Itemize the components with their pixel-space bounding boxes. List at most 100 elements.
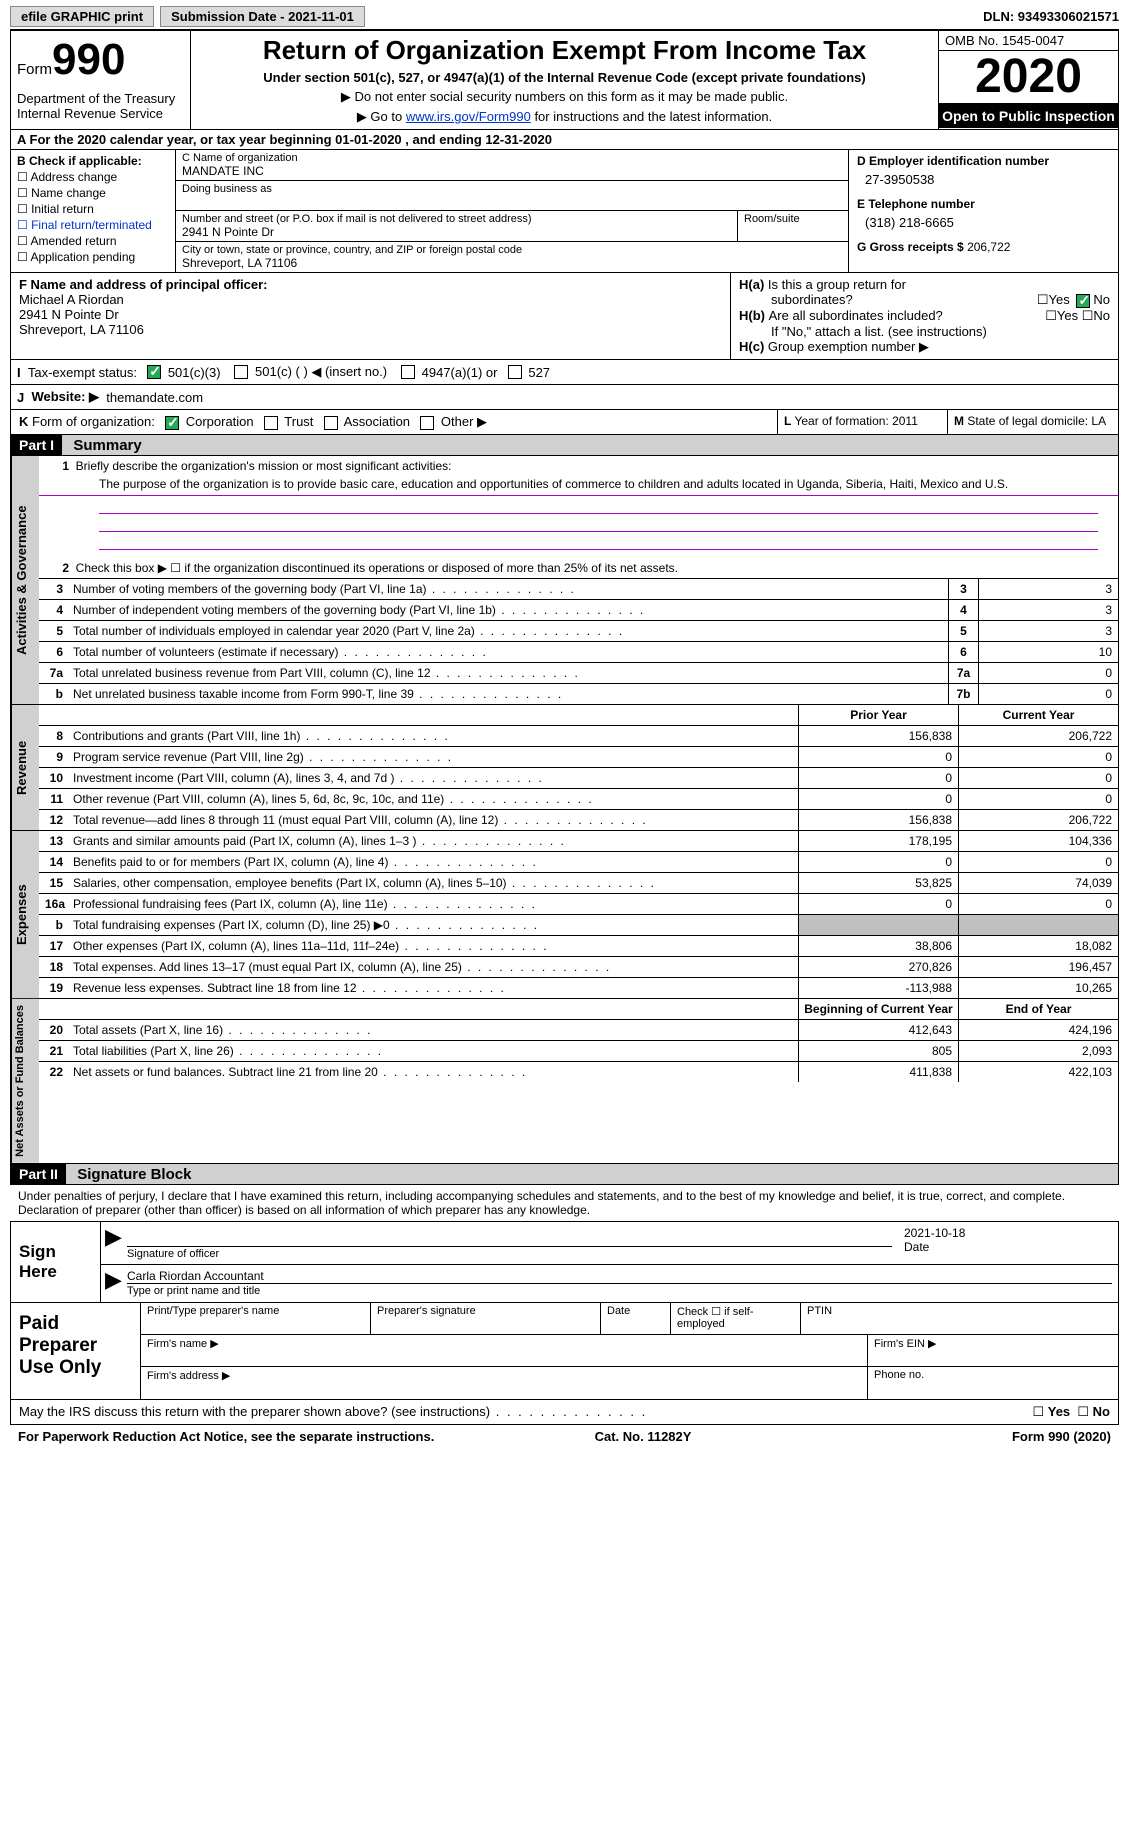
irs-link[interactable]: www.irs.gov/Form990: [406, 109, 531, 124]
d-text: Total expenses. Add lines 13–17 (must eq…: [69, 957, 798, 977]
form-990-page: efile GRAPHIC print Submission Date - 20…: [0, 0, 1129, 1454]
ha-yesno[interactable]: ☐Yes No: [1037, 292, 1110, 308]
d-prior: 38,806: [798, 936, 958, 956]
block-d: D Employer identification number 27-3950…: [848, 150, 1118, 272]
data-line-8: 8 Contributions and grants (Part VIII, l…: [39, 726, 1118, 747]
k-other-checkbox[interactable]: [420, 416, 434, 430]
d-prior: 156,838: [798, 810, 958, 830]
cb-initial-return[interactable]: Initial return: [17, 202, 169, 216]
prep-selfemp-label: Check ☐ if self-employed: [671, 1303, 801, 1334]
d-text: Total liabilities (Part X, line 26): [69, 1041, 798, 1061]
gross-value: 206,722: [967, 240, 1010, 254]
k-assoc-checkbox[interactable]: [324, 416, 338, 430]
paperwork-notice: For Paperwork Reduction Act Notice, see …: [18, 1429, 434, 1444]
ein-value: 27-3950538: [865, 172, 1110, 187]
sign-here-block: Sign Here ▶ Signature of officer 2021-10…: [10, 1222, 1119, 1303]
mission-blank-3: [99, 532, 1098, 550]
tax-status-row: I Tax-exempt status: 501(c)(3) 501(c) ( …: [10, 360, 1119, 385]
k-trust-checkbox[interactable]: [264, 416, 278, 430]
dba-row: Doing business as: [176, 181, 848, 211]
city-label: City or town, state or province, country…: [182, 244, 842, 256]
gov-num: 3: [39, 579, 69, 599]
officer-signature-field[interactable]: Signature of officer: [121, 1224, 898, 1262]
gross-label: G Gross receipts $: [857, 240, 964, 254]
irs-discuss-yesno[interactable]: ☐ Yes ☐ No: [1032, 1404, 1110, 1420]
d-prior: 0: [798, 852, 958, 872]
goto-post: for instructions and the latest informat…: [531, 109, 772, 124]
prep-row-2: Firm's name ▶ Firm's EIN ▶: [141, 1335, 1118, 1367]
d-num: 11: [39, 789, 69, 809]
4947-checkbox[interactable]: [401, 365, 415, 379]
gov-val: 3: [978, 579, 1118, 599]
hb-yesno[interactable]: ☐Yes ☐No: [1045, 308, 1110, 324]
status-label: Tax-exempt status:: [28, 365, 137, 380]
d-num: 8: [39, 726, 69, 746]
part1-title: Summary: [65, 437, 141, 454]
goto-note: ▶ Go to www.irs.gov/Form990 for instruct…: [199, 109, 930, 125]
d-text: Contributions and grants (Part VIII, lin…: [69, 726, 798, 746]
cat-number: Cat. No. 11282Y: [595, 1429, 692, 1444]
gov-box: 4: [948, 600, 978, 620]
mission-blank-2: [99, 514, 1098, 532]
527-checkbox[interactable]: [508, 365, 522, 379]
firm-addr-label: Firm's address ▶: [141, 1367, 868, 1399]
sig-date-value: 2021-10-18: [904, 1226, 1112, 1240]
gov-text: Total unrelated business revenue from Pa…: [69, 663, 948, 683]
netassets-header: Beginning of Current Year End of Year: [39, 999, 1118, 1020]
d-num: 12: [39, 810, 69, 830]
k-other: Other ▶: [441, 414, 487, 429]
data-line-15: 15 Salaries, other compensation, employe…: [39, 873, 1118, 894]
goto-pre: Go to: [370, 109, 405, 124]
cb-amended-return[interactable]: Amended return: [17, 234, 169, 248]
d-current: 10,265: [958, 978, 1118, 998]
opt-501c: 501(c) ( ) ◀ (insert no.): [255, 364, 387, 380]
website-row: J Website: ▶ themandate.com: [10, 385, 1119, 410]
room-suite-label: Room/suite: [738, 211, 848, 241]
d-text: Program service revenue (Part VIII, line…: [69, 747, 798, 767]
prep-date-label: Date: [601, 1303, 671, 1334]
submission-date-button[interactable]: Submission Date - 2021-11-01: [160, 6, 365, 27]
part1-bar: Part I Summary: [10, 435, 1119, 456]
d-num: 13: [39, 831, 69, 851]
d-num: 18: [39, 957, 69, 977]
cb-final-return[interactable]: Final return/terminated: [17, 218, 169, 232]
website-value: themandate.com: [106, 390, 203, 405]
501c-checkbox[interactable]: [234, 365, 248, 379]
gov-num: 4: [39, 600, 69, 620]
k-assoc: Association: [344, 414, 410, 429]
paid-preparer-block: Paid Preparer Use Only Print/Type prepar…: [10, 1303, 1119, 1400]
prep-sig-label: Preparer's signature: [371, 1303, 601, 1334]
address-label: Number and street (or P.O. box if mail i…: [182, 213, 731, 225]
dba-label: Doing business as: [182, 183, 842, 195]
d-prior: [798, 915, 958, 935]
gov-line-5: 5 Total number of individuals employed i…: [39, 621, 1118, 642]
d-text: Total revenue—add lines 8 through 11 (mu…: [69, 810, 798, 830]
gov-num: 5: [39, 621, 69, 641]
d-text: Other revenue (Part VIII, column (A), li…: [69, 789, 798, 809]
sig-arrow-1-icon: ▶: [101, 1224, 121, 1262]
tel-value: (318) 218-6665: [865, 215, 1110, 230]
firm-phone-label: Phone no.: [868, 1367, 1118, 1399]
line2-text: Check this box ▶ ☐ if the organization d…: [76, 561, 678, 575]
part2-title: Signature Block: [69, 1166, 191, 1183]
cb-address-change[interactable]: Address change: [17, 170, 169, 184]
governance-section: Activities & Governance 1 Briefly descri…: [10, 456, 1119, 705]
cb-application-pending[interactable]: Application pending: [17, 250, 169, 264]
gov-val: 0: [978, 684, 1118, 704]
hb-note: If "No," attach a list. (see instruction…: [739, 324, 1110, 339]
line-m: M State of legal domicile: LA: [948, 410, 1118, 434]
sign-here-label: Sign Here: [11, 1222, 101, 1302]
city-value: Shreveport, LA 71106: [182, 256, 842, 270]
data-line-11: 11 Other revenue (Part VIII, column (A),…: [39, 789, 1118, 810]
d-current: 206,722: [958, 726, 1118, 746]
gov-box: 7a: [948, 663, 978, 683]
k-trust: Trust: [284, 414, 313, 429]
d-prior: -113,988: [798, 978, 958, 998]
501c3-checked-icon[interactable]: [147, 365, 161, 379]
k-corp-checked-icon[interactable]: [165, 416, 179, 430]
opt-4947: 4947(a)(1) or: [422, 365, 498, 380]
gov-num: b: [39, 684, 69, 704]
cb-name-change[interactable]: Name change: [17, 186, 169, 200]
d-prior: 53,825: [798, 873, 958, 893]
efile-print-button[interactable]: efile GRAPHIC print: [10, 6, 154, 27]
